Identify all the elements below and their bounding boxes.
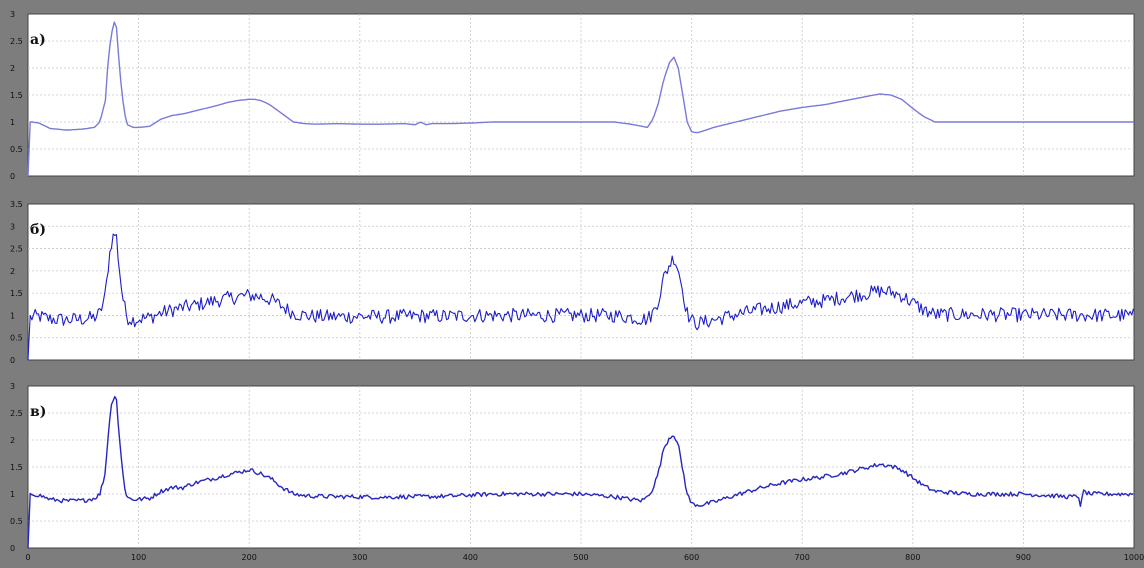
y-tick-label: 1.5 xyxy=(10,289,23,298)
panel-a: 0 0.5 1 1.5 2 2.5 3 а) xyxy=(10,10,1135,181)
y-tick-label: 2.5 xyxy=(10,409,23,418)
y-tick-label: 2.5 xyxy=(10,37,23,46)
panel-b: 0 0.5 1 1.5 2 2.5 3 3.5 б) xyxy=(10,200,1135,365)
signal-line xyxy=(27,233,1134,361)
y-tick-label: 3.5 xyxy=(10,200,23,209)
x-tick-label: 600 xyxy=(684,553,699,562)
x-tick-label: 1000 xyxy=(1124,553,1144,562)
signal-line xyxy=(27,21,1134,177)
y-tick-label: 2 xyxy=(10,64,15,73)
y-tick-label: 1.5 xyxy=(10,463,23,472)
y-tick-label: 0.5 xyxy=(10,334,23,343)
y-tick-label: 1 xyxy=(10,311,15,320)
x-tick-label: 400 xyxy=(463,553,478,562)
signal-line xyxy=(27,395,1134,549)
y-tick-label: 2 xyxy=(10,436,15,445)
x-tick-label: 700 xyxy=(795,553,810,562)
y-tick-label: 0.5 xyxy=(10,517,23,526)
x-tick-label: 100 xyxy=(131,553,146,562)
x-tick-label: 200 xyxy=(242,553,257,562)
y-tick-label: 1 xyxy=(10,490,15,499)
y-tick-label: 1.5 xyxy=(10,91,23,100)
x-tick-label: 800 xyxy=(905,553,920,562)
panel-label: б) xyxy=(30,222,46,238)
panel-label: а) xyxy=(30,32,46,48)
y-tick-label: 3 xyxy=(10,10,15,19)
y-tick-label: 0.5 xyxy=(10,145,23,154)
y-tick-label: 0 xyxy=(10,544,15,553)
y-tick-label: 3 xyxy=(10,382,15,391)
y-tick-label: 0 xyxy=(10,356,15,365)
x-tick-label: 300 xyxy=(352,553,367,562)
x-tick-label: 900 xyxy=(1016,553,1031,562)
y-tick-label: 0 xyxy=(10,172,15,181)
y-tick-label: 3 xyxy=(10,222,15,231)
panel-label: в) xyxy=(30,404,46,420)
y-tick-label: 2 xyxy=(10,267,15,276)
panel-c: 0 0.5 1 1.5 2 2.5 3 0 100 200 300 400 500 600 700 800 90… xyxy=(10,382,1144,562)
y-tick-label: 1 xyxy=(10,118,15,127)
x-tick-label: 0 xyxy=(25,553,30,562)
x-tick-label: 500 xyxy=(573,553,588,562)
y-tick-label: 2.5 xyxy=(10,245,23,254)
